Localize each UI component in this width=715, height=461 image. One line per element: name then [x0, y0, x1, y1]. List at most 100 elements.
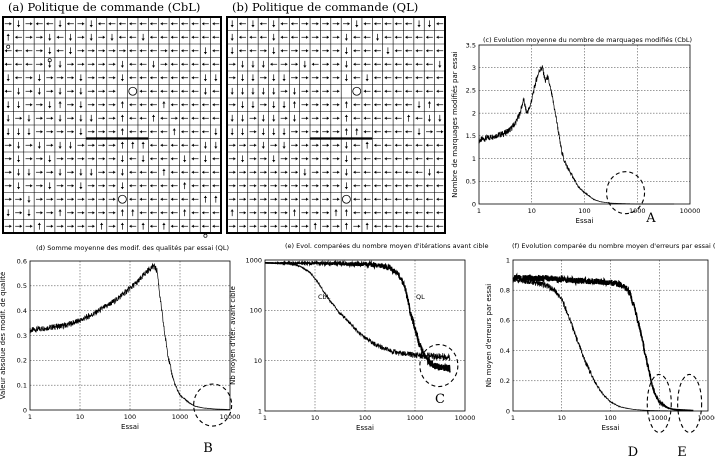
policy-arrow-head [326, 89, 330, 93]
policy-arrow-head [285, 89, 288, 93]
policy-arrow-head [191, 143, 194, 147]
policy-arrow-head [160, 157, 163, 161]
policy-arrow-head [261, 146, 265, 149]
policy-arrow-head [58, 24, 62, 28]
policy-arrow-head [191, 49, 194, 53]
policy-arrow-head [129, 103, 132, 107]
policy-arrow-head [272, 105, 276, 109]
policy-arrow-head [6, 213, 10, 217]
policy-arrow-head [405, 49, 408, 53]
policy-arrow-head [426, 224, 429, 228]
policy-arrow-head [37, 222, 41, 226]
y-tick-label: 0.6 [17, 257, 27, 265]
policy-arrow-head [102, 184, 106, 188]
policy-arrow-head [405, 22, 408, 26]
policy-arrow-head [40, 62, 43, 66]
policy-arrow-head [202, 22, 205, 26]
policy-arrow-head [48, 159, 52, 163]
policy-arrow-head [436, 170, 439, 174]
policy-arrow-head [254, 157, 257, 161]
policy-arrow-head [170, 211, 174, 215]
policy-arrow-head [394, 170, 398, 174]
policy-arrow-head [292, 119, 297, 122]
policy-arrow-head [68, 146, 73, 149]
policy-arrow-head [254, 130, 257, 134]
policy-arrow-head [30, 76, 33, 80]
policy-arrow-head [240, 105, 245, 109]
policy-arrow-head [25, 62, 28, 66]
policy-arrow-head [120, 141, 124, 145]
policy-arrow-head [150, 157, 153, 161]
policy-arrow-head [295, 143, 298, 147]
policy-arrow-head [30, 157, 33, 161]
policy-arrow-head [92, 89, 95, 93]
policy-arrow-head [405, 211, 408, 215]
policy-arrow-head [50, 76, 54, 80]
policy-arrow-head [363, 197, 366, 201]
policy-arrow-head [316, 143, 319, 147]
policy-arrow-head [50, 89, 54, 93]
chart-panel-d: (d) Somme moyenne des modif. des qualité… [0, 244, 240, 456]
policy-arrow-head [436, 35, 439, 39]
policy-arrow-head [82, 22, 85, 26]
policy-arrow-head [280, 49, 283, 53]
policy-arrow-head [272, 119, 276, 122]
policy-arrow-head [50, 224, 54, 228]
policy-arrow-head [405, 35, 408, 39]
policy-arrow-head [355, 128, 359, 131]
policy-arrow-head [313, 222, 317, 226]
policy-arrow-head [363, 116, 366, 120]
policy-arrow-head [405, 62, 408, 66]
policy-arrow-head [344, 186, 348, 190]
policy-arrow-head [344, 65, 348, 68]
policy-arrow-head [326, 184, 330, 188]
policy-arrow-head [120, 209, 124, 212]
policy-arrow-head [102, 130, 106, 134]
policy-arrow-head [374, 89, 377, 93]
policy-arrow-head [306, 143, 309, 147]
policy-arrow-head [181, 116, 184, 120]
policy-arrow-head [272, 78, 276, 82]
policy-arrow-head [386, 51, 390, 55]
policy-arrow-head [6, 119, 10, 122]
policy-arrow-head [71, 211, 74, 215]
policy-arrow-head [68, 51, 73, 55]
policy-arrow-head [58, 173, 62, 176]
policy-arrow-head [170, 76, 174, 80]
policy-arrow-head [436, 22, 439, 26]
policy-arrow-head [264, 76, 267, 80]
policy-arrow-head [384, 184, 387, 188]
policy-arrow-head [285, 224, 288, 228]
policy-arrow-head [139, 89, 142, 93]
policy-arrow-head [172, 128, 176, 131]
policy-arrow-head [316, 103, 319, 107]
policy-arrow-head [118, 35, 122, 39]
policy-arrow-head [214, 195, 218, 199]
policy-arrow-head [129, 170, 132, 174]
policy-arrow-head [50, 211, 54, 215]
policy-arrow-head [394, 35, 398, 39]
marker-a: A [645, 211, 656, 226]
policy-arrow-head [363, 184, 366, 188]
policy-arrow-head [251, 105, 255, 109]
policy-arrow-head [436, 143, 439, 147]
x-axis-label: Essai [602, 424, 620, 432]
policy-arrow-head [16, 159, 21, 163]
policy-arrow-head [181, 224, 184, 228]
corner-mark [6, 44, 11, 49]
policy-arrow-head [191, 170, 194, 174]
policy-arrow-head [353, 157, 356, 161]
policy-arrow-head [92, 49, 95, 53]
policy-arrow-head [113, 157, 116, 161]
policy-arrow-head [30, 103, 33, 107]
policy-arrow-head [436, 103, 439, 107]
goal-circle [352, 86, 362, 96]
policy-arrow-head [113, 130, 116, 134]
policy-arrow-head [274, 170, 278, 174]
policy-arrow-head [48, 65, 52, 68]
policy-arrow-head [170, 224, 174, 228]
policy-arrow-head [353, 211, 356, 215]
policy-arrow-head [254, 211, 257, 215]
policy-arrow-head [384, 224, 387, 228]
